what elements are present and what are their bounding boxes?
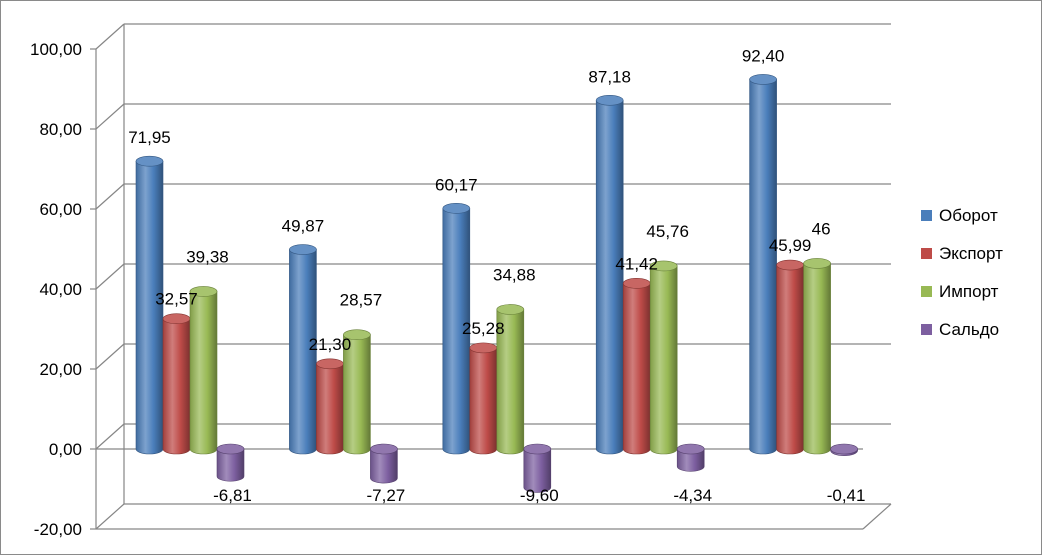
bar-экспорт	[162, 313, 191, 455]
floor-side-edge	[862, 503, 892, 530]
data-label: -6,81	[213, 486, 252, 505]
gridline-side	[95, 183, 125, 210]
legend-label: Оборот	[939, 206, 998, 225]
bar-оборот	[289, 244, 317, 455]
bar-экспорт	[622, 278, 651, 455]
legend-swatch	[921, 286, 932, 297]
data-label: 45,99	[769, 236, 812, 255]
data-label: 32,57	[155, 290, 198, 309]
bar-экспорт	[316, 358, 344, 455]
y-axis-tick-labels: -20,00 0,00 20,00 40,00 60,00 80,00 100,00	[30, 40, 82, 539]
gridline-side	[95, 423, 125, 450]
y-tick-label: 20,00	[39, 360, 82, 379]
bars	[135, 74, 858, 493]
y-tick-label: 100,00	[30, 40, 82, 59]
bar-импорт	[189, 286, 218, 455]
data-label: 87,18	[588, 67, 631, 86]
data-label: 21,30	[309, 335, 352, 354]
data-labels: 71,95 32,57 39,38 -6,81 49,87 21,30 28,57 -7,27…	[128, 46, 865, 505]
bar-сальдо	[216, 443, 245, 482]
data-label: 41,42	[615, 254, 658, 273]
legend-item: Оборот	[921, 206, 998, 225]
data-label: 28,57	[340, 291, 383, 310]
gridline-side	[95, 263, 125, 290]
legend: Оборот Экспорт Импорт Сальдо	[921, 206, 1003, 339]
bar-сальдо	[370, 443, 398, 484]
y-tick-label: 0,00	[49, 440, 82, 459]
data-label: 45,76	[646, 222, 689, 241]
y-tick-label: -20,00	[34, 520, 82, 539]
legend-swatch	[921, 210, 932, 221]
legend-item: Экспорт	[921, 244, 1003, 263]
gridline-side	[95, 23, 125, 50]
legend-item: Сальдо	[921, 320, 999, 339]
data-label: 71,95	[128, 128, 171, 147]
bar-сальдо	[830, 443, 858, 456]
data-label: 46	[812, 219, 831, 238]
data-label: -7,27	[367, 486, 406, 505]
y-tick-label: 80,00	[39, 120, 82, 139]
bar-оборот	[749, 74, 777, 455]
data-label: 39,38	[186, 247, 229, 266]
gridline-side	[95, 503, 125, 530]
data-label: -0,41	[827, 486, 866, 505]
gridline-side	[95, 103, 125, 130]
bar-импорт	[803, 258, 831, 455]
legend-swatch	[921, 324, 932, 335]
y-tick-label: 60,00	[39, 200, 82, 219]
data-label: 25,28	[462, 319, 505, 338]
bar-сальдо	[676, 443, 705, 472]
bar-сальдо	[523, 443, 552, 493]
y-tick-label: 40,00	[39, 280, 82, 299]
bar-экспорт	[776, 259, 804, 455]
data-label: 60,17	[435, 175, 478, 194]
data-label: -4,34	[673, 486, 712, 505]
gridline-side	[95, 343, 125, 370]
legend-item: Импорт	[921, 282, 999, 301]
bar-экспорт	[469, 342, 498, 455]
data-label: 49,87	[282, 217, 325, 236]
legend-label: Импорт	[939, 282, 999, 301]
data-label: -9,60	[520, 486, 559, 505]
bar-импорт	[496, 304, 525, 455]
legend-label: Сальдо	[939, 320, 999, 339]
data-label: 34,88	[493, 265, 536, 284]
bar-импорт	[649, 260, 678, 455]
legend-swatch	[921, 248, 932, 259]
bar-оборот	[595, 94, 624, 455]
legend-label: Экспорт	[939, 244, 1003, 263]
bar-импорт	[343, 329, 371, 455]
data-label: 92,40	[742, 46, 785, 65]
